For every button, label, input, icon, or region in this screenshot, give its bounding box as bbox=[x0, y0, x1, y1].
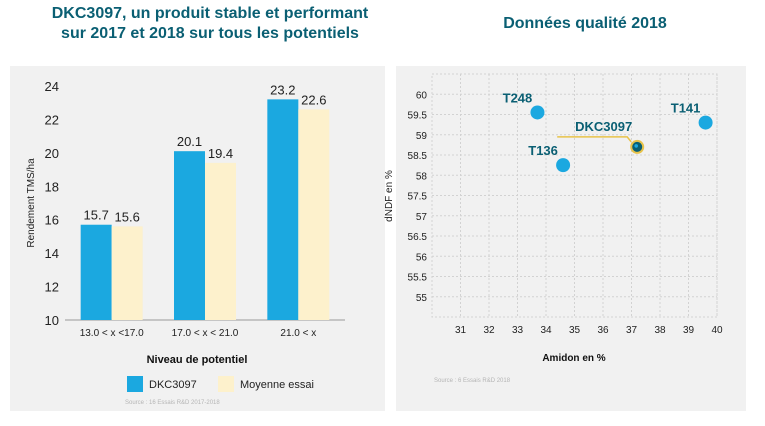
bar-value-label: 15.7 bbox=[84, 208, 109, 223]
point-dkc3097-center bbox=[634, 144, 638, 148]
bar-chart-source: Source : 16 Essais R&D 2017-2018 bbox=[125, 400, 220, 406]
bar-value-label: 15.6 bbox=[115, 209, 140, 224]
x-tick-label: 35 bbox=[569, 325, 581, 336]
point-t136 bbox=[556, 158, 571, 173]
bar-dkc3097 bbox=[174, 151, 205, 320]
x-tick-label: 34 bbox=[540, 325, 552, 336]
x-tick-label: 38 bbox=[654, 325, 666, 336]
bar-value-label: 19.4 bbox=[208, 146, 233, 161]
point-label: T248 bbox=[503, 90, 533, 105]
x-tick-label: 13.0 < x <17.0 bbox=[80, 328, 144, 339]
y-tick-label: 56 bbox=[416, 252, 428, 263]
y-tick-label: 57 bbox=[416, 212, 428, 223]
legend-swatch bbox=[218, 376, 234, 392]
y-tick-label: 22 bbox=[45, 112, 59, 127]
x-tick-label: 40 bbox=[711, 325, 723, 336]
x-tick-label: 36 bbox=[597, 325, 609, 336]
point-t248 bbox=[530, 105, 545, 120]
x-tick-label: 39 bbox=[683, 325, 695, 336]
bar-chart-title-line-1: DKC3097, un produit stable et performant bbox=[51, 5, 369, 22]
bar-dkc3097 bbox=[267, 99, 299, 320]
y-tick-label: 16 bbox=[45, 213, 59, 228]
y-tick-label: 59 bbox=[416, 131, 428, 142]
bar-value-label: 20.1 bbox=[177, 134, 202, 149]
legend-swatch bbox=[127, 376, 143, 392]
scatter-chart-title: Données qualité 2018 bbox=[503, 15, 667, 32]
y-axis-title: Rendement TMS/ha bbox=[26, 158, 37, 248]
y-tick-label: 55.5 bbox=[408, 273, 428, 284]
y-tick-label: 14 bbox=[45, 246, 59, 261]
point-label: DKC3097 bbox=[575, 119, 632, 134]
bar-dkc3097 bbox=[80, 224, 112, 320]
y-tick-label: 56.5 bbox=[408, 232, 428, 243]
y-tick-label: 24 bbox=[45, 79, 59, 94]
legend-label: DKC3097 bbox=[149, 379, 197, 391]
x-tick-label: 33 bbox=[512, 325, 524, 336]
x-axis-title: Niveau de potentiel bbox=[147, 354, 248, 366]
legend-label: Moyenne essai bbox=[240, 379, 314, 391]
y-tick-label: 58.5 bbox=[408, 151, 428, 162]
bar-moyenne-essai bbox=[298, 109, 330, 321]
x-tick-label: 31 bbox=[455, 325, 467, 336]
y-tick-label: 58 bbox=[416, 171, 428, 182]
bar-value-label: 23.2 bbox=[270, 82, 295, 97]
bar-chart-title-line-2: sur 2017 et 2018 sur tous les potentiels bbox=[61, 25, 359, 42]
y-tick-label: 20 bbox=[45, 146, 59, 161]
y-tick-label: 10 bbox=[45, 313, 59, 328]
y-tick-label: 12 bbox=[45, 280, 59, 295]
y-axis-title: dNDF en % bbox=[384, 170, 395, 222]
y-tick-label: 60 bbox=[416, 90, 428, 101]
scatter-chart-panel bbox=[396, 66, 746, 411]
y-tick-label: 18 bbox=[45, 179, 59, 194]
bar-chart-title: DKC3097, un produit stable et performant… bbox=[40, 4, 380, 44]
point-label: T141 bbox=[671, 101, 701, 116]
bar-value-label: 22.6 bbox=[301, 92, 326, 107]
x-tick-label: 32 bbox=[483, 325, 495, 336]
y-tick-label: 55 bbox=[416, 293, 428, 304]
point-leader-line bbox=[557, 136, 632, 143]
point-t141 bbox=[698, 115, 713, 130]
y-tick-label: 57.5 bbox=[408, 192, 428, 203]
y-tick-label: 59.5 bbox=[408, 111, 428, 122]
x-axis-title: Amidon en % bbox=[542, 353, 605, 364]
point-label: T136 bbox=[528, 143, 558, 158]
x-tick-label: 21.0 < x bbox=[280, 328, 316, 339]
scatter-chart-source: Source : 6 Essais R&D 2018 bbox=[434, 378, 511, 384]
bar-moyenne-essai bbox=[111, 226, 143, 320]
x-tick-label: 17.0 < x < 21.0 bbox=[172, 328, 239, 339]
x-tick-label: 37 bbox=[626, 325, 638, 336]
bar-moyenne-essai bbox=[205, 162, 236, 320]
